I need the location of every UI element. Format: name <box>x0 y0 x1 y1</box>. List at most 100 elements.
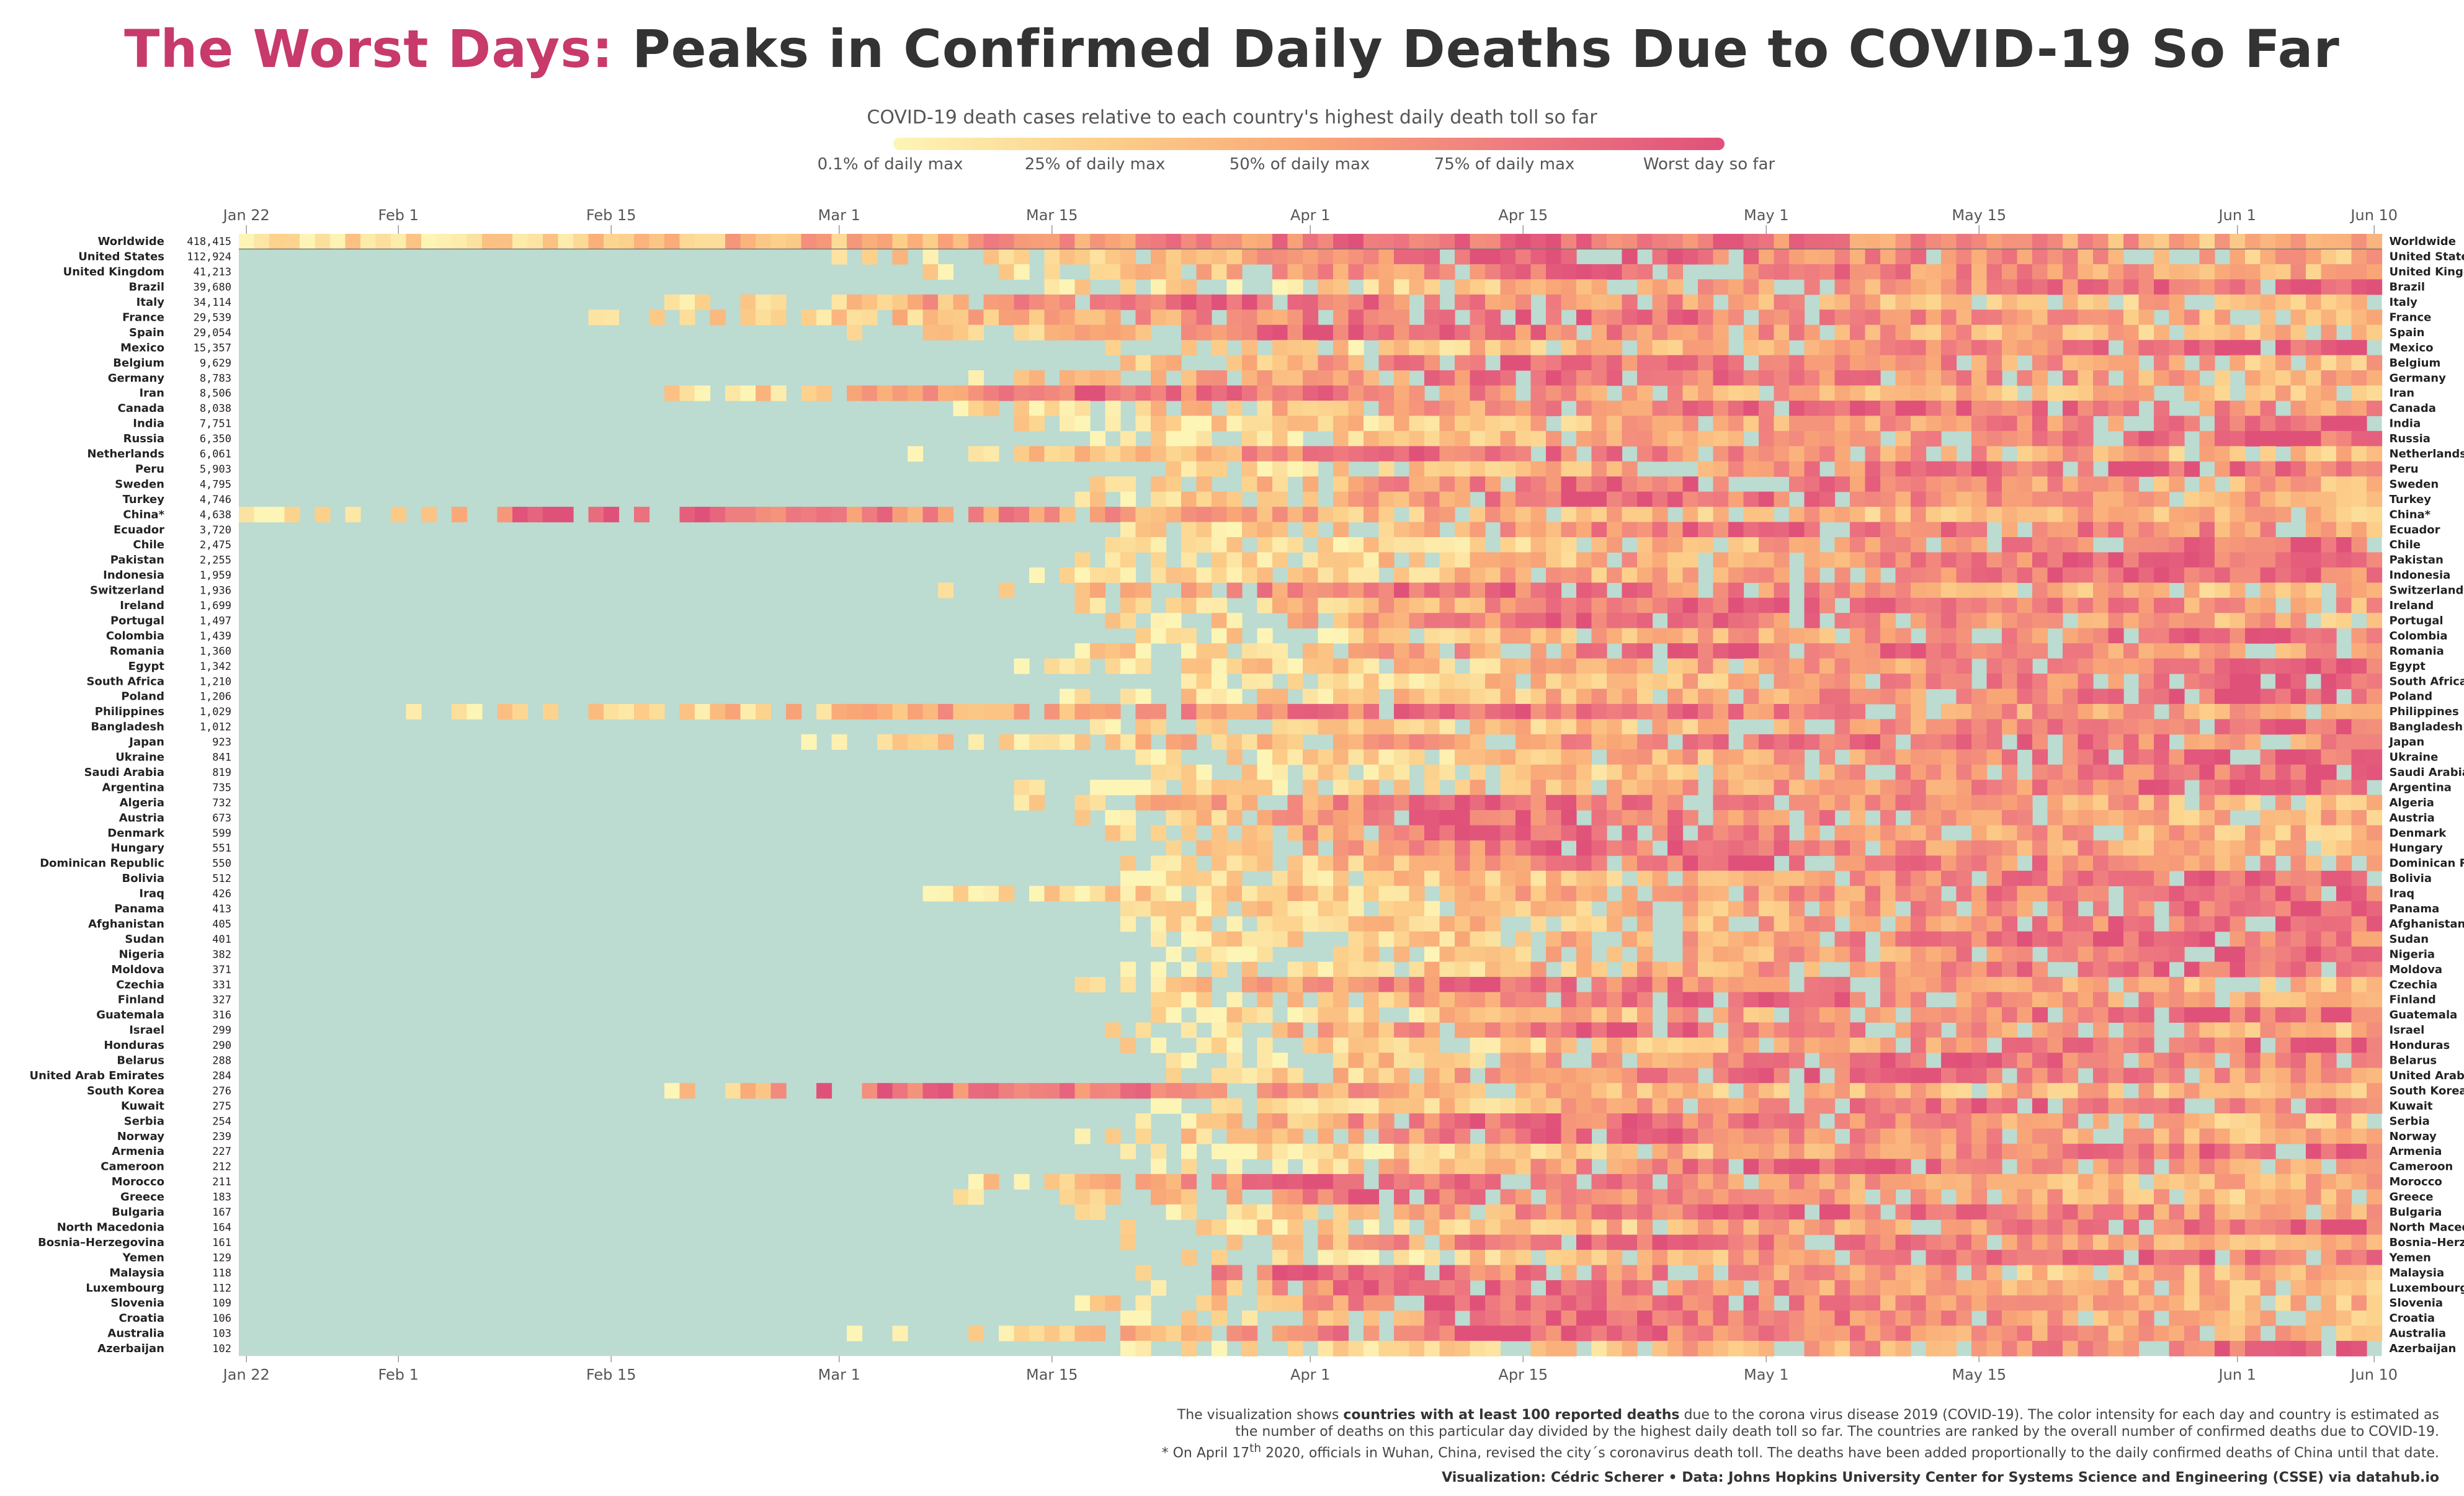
heatmap-cell <box>847 324 863 341</box>
heatmap-cell <box>1971 370 1988 386</box>
heatmap-cell <box>1530 1067 1547 1084</box>
heatmap-cell <box>1060 703 1076 719</box>
heatmap-cell <box>1378 552 1395 568</box>
heatmap-cell <box>2245 507 2261 523</box>
country-label-left: Chile <box>133 538 164 551</box>
heatmap-cell <box>2047 279 2063 295</box>
heatmap-cell <box>1682 916 1698 932</box>
heatmap-cell <box>1151 749 1167 765</box>
heatmap-cell <box>1713 597 1729 613</box>
heatmap-cell <box>2047 977 2063 993</box>
heatmap-cell <box>2078 613 2094 629</box>
heatmap-cell <box>1151 1159 1167 1175</box>
heatmap-cell <box>1774 294 1790 310</box>
heatmap-cell <box>1378 613 1395 629</box>
heatmap-cell <box>1941 613 1957 629</box>
heatmap-cell <box>2047 597 2063 613</box>
heatmap-cell <box>1622 400 1638 416</box>
heatmap-cell <box>1986 416 2002 432</box>
heatmap-cell <box>1485 688 1501 705</box>
heatmap-cell <box>1196 916 1212 932</box>
heatmap-cell <box>2017 446 2033 462</box>
heatmap-cell <box>1394 370 1410 386</box>
heatmap-cell <box>2138 870 2154 886</box>
heatmap-cell <box>756 294 772 310</box>
heatmap-cell <box>1364 749 1380 765</box>
heatmap-cell <box>2306 582 2322 599</box>
heatmap-cell <box>2367 582 2383 599</box>
heatmap-cell <box>2367 552 2383 568</box>
country-label-right: Hungary <box>2390 842 2444 855</box>
heatmap-cell <box>2230 643 2246 659</box>
country-label-right: Norway <box>2390 1130 2437 1143</box>
heatmap-cell <box>2336 855 2352 871</box>
heatmap-cell <box>2199 961 2215 977</box>
heatmap-cell <box>1470 597 1486 613</box>
heatmap-cell <box>1971 1053 1988 1069</box>
heatmap-cell <box>1743 658 1759 674</box>
heatmap-cell <box>2290 537 2306 553</box>
heatmap-cell <box>1743 703 1759 719</box>
heatmap-cell <box>1880 961 1896 977</box>
heatmap-cell <box>2275 264 2292 280</box>
heatmap-cell <box>1561 886 1577 902</box>
heatmap-cell <box>1926 840 1942 857</box>
heatmap-cell <box>2245 931 2261 947</box>
heatmap-cell <box>2215 613 2231 629</box>
heatmap-cell <box>1986 1022 2002 1038</box>
heatmap-cell <box>1470 446 1486 462</box>
heatmap-cell <box>1698 430 1714 447</box>
heatmap-cell <box>2245 719 2261 735</box>
heatmap-cell <box>1789 1053 1805 1069</box>
heatmap-cell <box>1151 992 1167 1008</box>
country-label-left: Iran <box>139 387 164 400</box>
heatmap-cell <box>2290 340 2306 356</box>
heatmap-cell <box>2215 324 2231 341</box>
heatmap-cell <box>2093 567 2109 583</box>
heatmap-cell <box>1120 916 1136 932</box>
heatmap-cell <box>1607 522 1623 538</box>
heatmap-cell <box>1226 795 1243 811</box>
heatmap-cell <box>1561 870 1577 886</box>
heatmap-cell <box>1713 1083 1729 1099</box>
country-label-left: India <box>133 417 164 430</box>
heatmap-cell <box>1394 1053 1410 1069</box>
heatmap-cell <box>2108 643 2124 659</box>
heatmap-cell <box>1911 613 1927 629</box>
heatmap-cell <box>1226 446 1243 462</box>
heatmap-cell <box>2367 825 2383 841</box>
heatmap-cell <box>1561 234 1577 250</box>
heatmap-cell <box>1850 1159 1866 1175</box>
heatmap-cell <box>1804 507 1820 523</box>
heatmap-cell <box>862 385 878 401</box>
heatmap-cell <box>2017 249 2033 265</box>
heatmap-cell <box>1956 249 1972 265</box>
heatmap-cell <box>1439 416 1455 432</box>
heatmap-cell <box>1439 749 1455 765</box>
heatmap-cell <box>1348 1022 1364 1038</box>
heatmap-cell <box>1166 294 1182 310</box>
heatmap-cell <box>2367 1022 2383 1038</box>
heatmap-cell <box>2123 764 2140 780</box>
heatmap-cell <box>1196 461 1212 477</box>
country-label-right: Portugal <box>2390 614 2444 627</box>
heatmap-cell <box>1394 1159 1410 1175</box>
heatmap-cell <box>2123 1113 2140 1129</box>
heatmap-cell <box>2169 946 2185 963</box>
heatmap-cell <box>1226 658 1243 674</box>
heatmap-cell <box>2108 1037 2124 1053</box>
heatmap-cell <box>2017 1083 2033 1099</box>
heatmap-cell <box>2275 340 2292 356</box>
heatmap-cell <box>1865 1007 1881 1023</box>
heatmap-cell <box>2047 234 2063 250</box>
heatmap-cell <box>2063 1098 2079 1114</box>
heatmap-cell <box>2032 461 2048 477</box>
heatmap-cell <box>1287 1083 1303 1099</box>
heatmap-cell <box>1880 977 1896 993</box>
heatmap-cell <box>2063 886 2079 902</box>
heatmap-cell <box>1378 522 1395 538</box>
heatmap-cell <box>1834 461 1850 477</box>
country-total: 276 <box>212 1085 231 1097</box>
heatmap-cell <box>1530 628 1547 644</box>
heatmap-cell <box>2275 961 2292 977</box>
